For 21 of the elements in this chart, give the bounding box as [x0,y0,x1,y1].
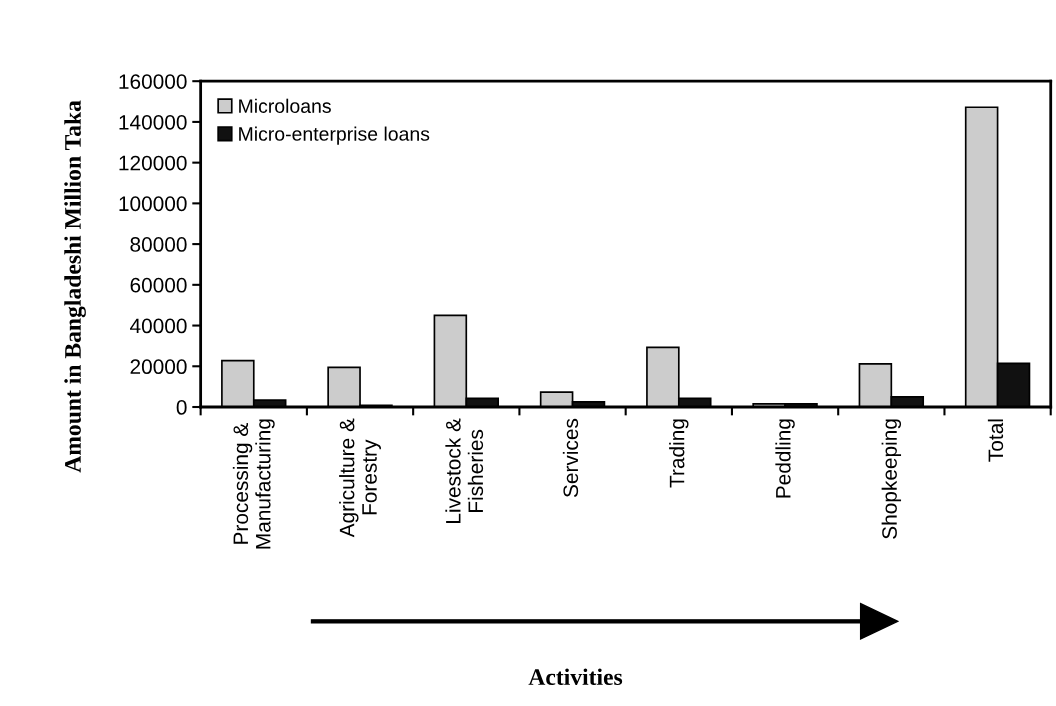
x-tick-label: Services [562,418,579,498]
y-tick-label: 140000 [119,114,187,130]
legend-label: Microloans [239,98,331,113]
y-axis-title: Amount in Bangladeshi Million Taka [64,100,86,473]
y-tick-label: 120000 [119,155,187,171]
y-tick-label: 80000 [130,237,187,252]
x-tick-label: Total [987,419,1004,462]
x-tick-label: Trading [669,419,689,488]
x-tick-label: Peddling [775,419,795,498]
x-tick-label: Processing & Manufacturing [232,419,275,549]
y-tick-label: 100000 [119,196,187,212]
x-tick-label: Agriculture & Forestry [339,418,381,538]
x-tick-label: Shopkeeping [881,419,902,539]
y-tick-label: 20000 [130,359,187,375]
text: Activities [528,668,623,686]
y-tick-label: 60000 [130,277,187,293]
y-tick-label: 40000 [130,318,187,334]
y-tick-label: 160000 [119,74,187,89]
y-tick-label: 0 [176,400,187,415]
legend-label: Micro-enterprise loans [239,126,430,145]
x-tick-label: Livestock & Fisheries [445,418,484,523]
